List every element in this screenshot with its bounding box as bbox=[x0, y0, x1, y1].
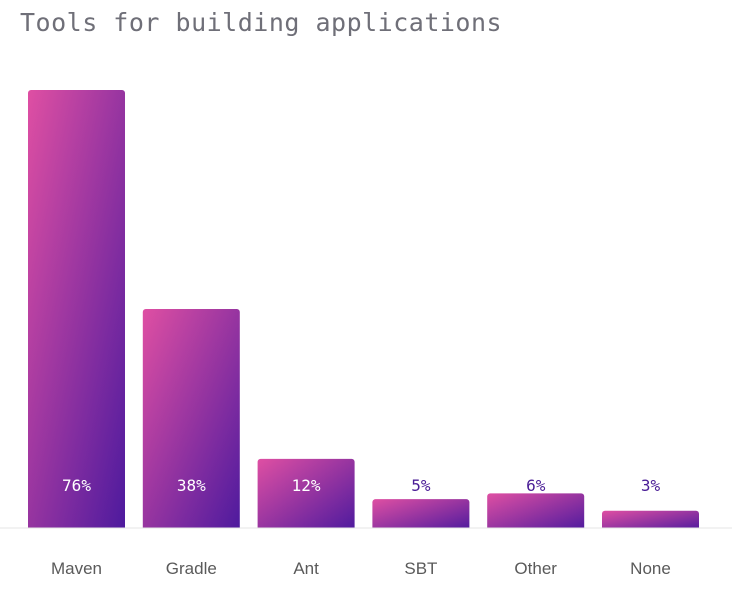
bar-sbt bbox=[372, 499, 470, 531]
bar-maven bbox=[28, 90, 125, 531]
value-label-other: 6% bbox=[526, 476, 546, 495]
value-label-maven: 76% bbox=[62, 476, 91, 495]
bar-base-mask bbox=[141, 528, 241, 532]
value-label-sbt: 5% bbox=[411, 476, 431, 495]
category-label-sbt: SBT bbox=[404, 559, 437, 578]
category-label-none: None bbox=[630, 559, 671, 578]
value-label-ant: 12% bbox=[292, 476, 321, 495]
bar-none bbox=[602, 510, 699, 531]
bar-ant bbox=[257, 458, 355, 531]
bar-base-mask bbox=[256, 528, 356, 532]
value-label-gradle: 38% bbox=[177, 476, 206, 495]
bar-other bbox=[487, 493, 585, 531]
chart-title: Tools for building applications bbox=[20, 8, 503, 37]
bar-gradle bbox=[142, 309, 240, 531]
bar-base-mask bbox=[27, 528, 126, 532]
category-label-ant: Ant bbox=[293, 559, 319, 578]
category-label-other: Other bbox=[514, 559, 557, 578]
bar-base-mask bbox=[486, 528, 586, 532]
bar-base-mask bbox=[371, 528, 471, 532]
category-label-maven: Maven bbox=[51, 559, 102, 578]
category-label-gradle: Gradle bbox=[166, 559, 217, 578]
value-label-none: 3% bbox=[641, 476, 661, 495]
bar-base-mask bbox=[601, 528, 700, 532]
